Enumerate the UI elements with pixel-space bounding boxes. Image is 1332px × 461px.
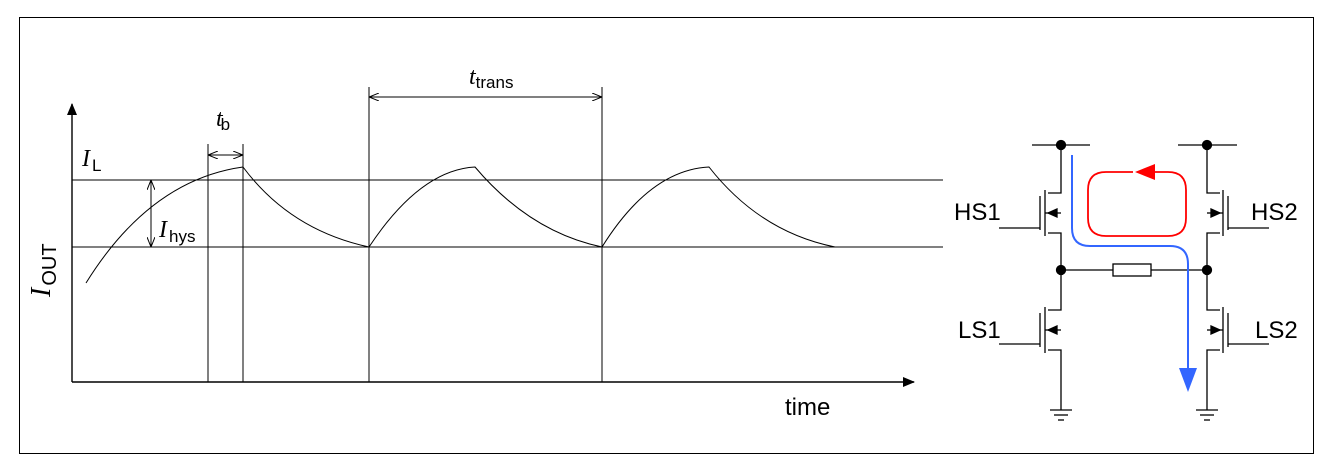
ls2-arrow-icon <box>1210 324 1222 336</box>
ls2-mosfet <box>1206 270 1269 410</box>
node-dot <box>1201 139 1213 151</box>
load-current-path <box>1071 155 1189 380</box>
ls1-label: LS1 <box>958 317 1001 344</box>
ground-left-icon <box>1050 409 1072 421</box>
load-resistor <box>1112 263 1152 277</box>
ls1-mosfet <box>999 270 1062 410</box>
ls1-arrow-icon <box>1046 324 1058 336</box>
hs1-arrow-icon <box>1046 207 1058 219</box>
node-dot <box>1055 264 1067 276</box>
hs2-mosfet <box>1206 145 1269 270</box>
node-dot <box>1201 264 1213 276</box>
current-paths <box>1071 155 1197 392</box>
hs2-arrow-icon <box>1210 207 1222 219</box>
ground-right-icon <box>1196 409 1218 421</box>
output-current-curve <box>85 166 836 284</box>
h-bridge-circuit <box>999 139 1269 421</box>
hs2-label: HS2 <box>1251 199 1298 226</box>
hs1-mosfet <box>999 145 1062 270</box>
ttrans-label: ttrans <box>469 64 513 92</box>
node-dot <box>1055 139 1067 151</box>
ls2-label: LS2 <box>1255 317 1298 344</box>
blue-arrowhead-icon <box>1179 368 1197 392</box>
y-axis-label: IOUT <box>26 243 61 298</box>
tb-label: tb <box>216 106 230 134</box>
hs1-label: HS1 <box>954 199 1001 226</box>
recirculation-loop <box>1087 171 1187 237</box>
x-axis-label: time <box>785 394 830 421</box>
figure-frame <box>19 17 1314 454</box>
red-arrowhead-icon <box>1135 164 1155 180</box>
